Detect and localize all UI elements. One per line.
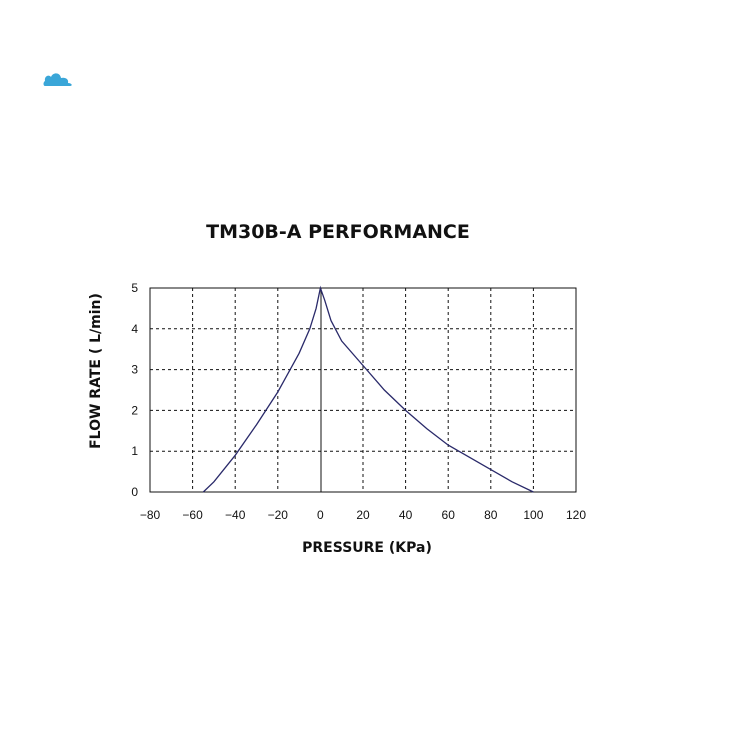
x-tick-label: 120 xyxy=(566,508,586,522)
y-tick-label: 1 xyxy=(131,444,138,458)
y-tick-label: 2 xyxy=(131,403,138,417)
y-tick-label: 5 xyxy=(131,281,138,295)
y-tick-label: 3 xyxy=(131,363,138,377)
cloud-logo-shape xyxy=(43,73,72,86)
cloud-logo-icon xyxy=(43,73,72,86)
chart-title: TM30B-A PERFORMANCE xyxy=(206,221,470,243)
x-tick-label: 100 xyxy=(523,508,543,522)
grid-lines xyxy=(150,288,576,492)
x-tick-label: 60 xyxy=(442,508,456,522)
x-tick-label: −40 xyxy=(225,508,246,522)
x-tick-labels: −80 −60 −40 −20 0 20 40 60 80 100 120 xyxy=(140,508,587,522)
x-tick-label: 80 xyxy=(484,508,498,522)
x-tick-label: 20 xyxy=(356,508,370,522)
x-tick-label: −80 xyxy=(140,508,161,522)
y-tick-label: 0 xyxy=(131,485,138,499)
x-axis-label: PRESSURE (KPa) xyxy=(302,540,432,556)
x-tick-label: −60 xyxy=(182,508,203,522)
x-tick-label: −20 xyxy=(268,508,289,522)
x-tick-label: 40 xyxy=(399,508,413,522)
y-tick-labels: 0 1 2 3 4 5 xyxy=(131,281,138,499)
plot-frame xyxy=(149,287,577,493)
y-axis-label: FLOW RATE ( L/min) xyxy=(88,293,104,449)
x-tick-label: 0 xyxy=(317,508,324,522)
y-tick-label: 4 xyxy=(131,322,138,336)
flow-rate-curve xyxy=(202,285,534,493)
